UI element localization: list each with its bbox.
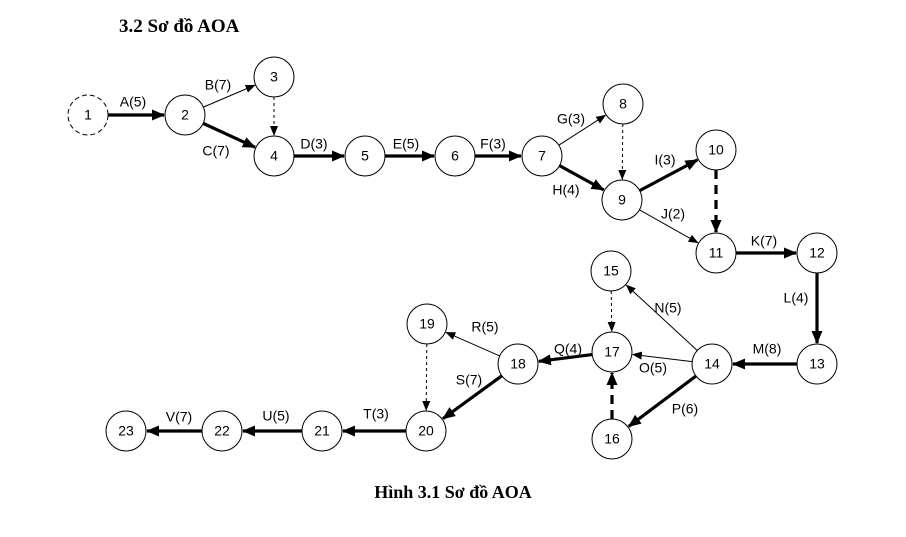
event-node-3 <box>253 56 295 98</box>
event-node-label-21: 21 <box>314 423 330 439</box>
activity-label-21-22: U(5) <box>262 408 289 424</box>
activity-label-17-18: Q(4) <box>554 341 582 357</box>
event-node-label-14: 14 <box>704 356 720 372</box>
event-node-label-10: 10 <box>708 142 724 158</box>
activity-label-2-3: B(7) <box>205 77 231 93</box>
arrow-14-15 <box>625 284 698 351</box>
event-node-label-8: 8 <box>619 96 627 112</box>
activity-label-5-6: E(5) <box>393 136 419 152</box>
figure-caption: Hình 3.1 Sơ đồ AOA <box>374 482 532 502</box>
event-node-label-6: 6 <box>451 148 459 164</box>
activity-label-7-8: G(3) <box>557 111 585 127</box>
event-node-9 <box>601 179 643 221</box>
event-node-10 <box>695 129 737 171</box>
arrow-14-16 <box>627 374 697 428</box>
activity-label-12-13: L(4) <box>784 290 809 306</box>
event-node-label-13: 13 <box>809 356 825 372</box>
edge-labels-layer: A(5) B(7) C(7) D(3) E(5) F(3) G(3) H(4) I(3) J(2)… <box>120 77 809 425</box>
activity-label-7-9: H(4) <box>552 182 579 198</box>
event-node-12 <box>796 232 838 274</box>
activity-label-14-16: P(6) <box>672 401 698 417</box>
arrow-7-9 <box>558 164 605 192</box>
section-heading: 3.2 Sơ đồ AOA <box>119 16 240 37</box>
event-node-17 <box>591 331 633 373</box>
arrow-7-8 <box>558 114 607 146</box>
event-node-label-9: 9 <box>618 192 626 208</box>
arrow-9-11 <box>639 209 699 244</box>
event-node-22 <box>201 410 243 452</box>
event-node-label-18: 18 <box>510 356 526 372</box>
arrow-2-4 <box>202 121 256 149</box>
arrow-19-20 <box>422 343 431 412</box>
event-node-7 <box>521 135 563 177</box>
event-node-15 <box>590 250 632 292</box>
event-node-label-19: 19 <box>419 316 435 332</box>
activity-label-14-17: O(5) <box>639 360 667 376</box>
event-node-label-12: 12 <box>809 245 825 261</box>
activity-label-2-4: C(7) <box>202 143 229 159</box>
event-node-2 <box>164 94 206 136</box>
event-node-5 <box>344 135 386 177</box>
activity-label-4-5: D(3) <box>300 136 327 152</box>
event-node-16 <box>591 418 633 460</box>
event-node-21 <box>301 410 343 452</box>
event-node-label-20: 20 <box>418 423 434 439</box>
event-node-label-17: 17 <box>604 344 620 360</box>
edges-layer <box>108 84 823 437</box>
event-node-23 <box>105 410 147 452</box>
arrow-2-3 <box>203 84 256 108</box>
activity-label-11-12: K(7) <box>751 233 777 249</box>
event-node-label-11: 11 <box>709 245 724 261</box>
event-node-label-16: 16 <box>604 431 620 447</box>
arrow-9-10 <box>638 158 699 193</box>
event-node-4 <box>253 135 295 177</box>
activity-label-1-2: A(5) <box>120 94 146 110</box>
arrow-8-9 <box>618 123 627 181</box>
event-node-20 <box>405 410 447 452</box>
event-node-18 <box>497 343 539 385</box>
event-node-8 <box>602 83 644 125</box>
event-node-11 <box>695 232 737 274</box>
event-node-label-1: 1 <box>84 107 92 123</box>
event-node-label-5: 5 <box>361 148 369 164</box>
event-node-label-4: 4 <box>270 148 278 164</box>
event-node-1 <box>67 94 109 136</box>
activity-label-18-20: S(7) <box>456 372 482 388</box>
event-node-19 <box>406 303 448 345</box>
event-node-label-7: 7 <box>538 148 546 164</box>
activity-label-9-11: J(2) <box>661 206 685 222</box>
activity-label-9-10: I(3) <box>655 152 676 168</box>
activity-label-20-21: T(3) <box>363 406 389 422</box>
activity-label-18-19: R(5) <box>471 319 498 335</box>
event-node-label-15: 15 <box>603 263 619 279</box>
event-node-label-3: 3 <box>270 69 278 85</box>
activity-label-6-7: F(3) <box>480 136 506 152</box>
activity-label-22-23: V(7) <box>166 409 192 425</box>
activity-label-14-15: N(5) <box>654 300 681 316</box>
event-node-13 <box>796 343 838 385</box>
arrow-17-18 <box>537 352 593 366</box>
event-node-14 <box>691 343 733 385</box>
event-node-label-2: 2 <box>181 107 189 123</box>
event-node-6 <box>434 135 476 177</box>
event-node-label-22: 22 <box>214 423 230 439</box>
event-node-label-23: 23 <box>118 423 134 439</box>
activity-label-13-14: M(8) <box>753 341 782 357</box>
arrow-18-19 <box>445 331 500 357</box>
arrow-18-20 <box>442 374 503 420</box>
arrow-14-17 <box>631 351 693 363</box>
